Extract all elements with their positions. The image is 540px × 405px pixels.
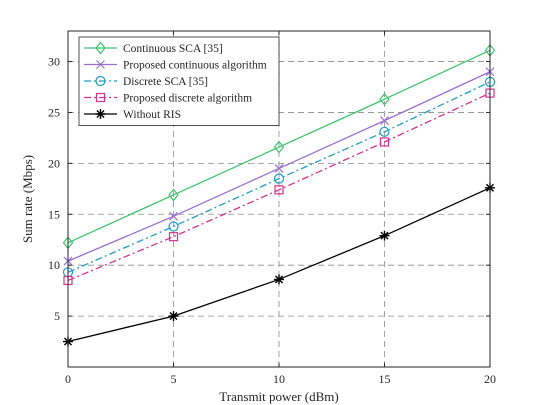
y-tick-label: 20: [48, 156, 60, 170]
legend-label: Continuous SCA [35]: [123, 43, 223, 55]
legend-label: Proposed discrete algorithm: [123, 93, 252, 105]
data-point: [274, 164, 284, 173]
series-3: [63, 88, 495, 286]
series-line: [67, 81, 491, 273]
data-point: [169, 211, 178, 221]
legend-label: Proposed continuous algorithm: [123, 60, 267, 72]
data-point: [379, 126, 390, 137]
x-tick-label: 0: [65, 372, 71, 386]
legend-marker: [96, 60, 105, 69]
data-point: [168, 188, 179, 202]
data-point: [273, 173, 285, 184]
y-tick-label: 10: [48, 258, 60, 272]
x-tick-label: 20: [484, 372, 496, 386]
legend-entry: Proposed discrete algorithm: [84, 93, 252, 105]
y-tick-label: 5: [54, 309, 60, 323]
series-line: [67, 49, 491, 244]
series-line: [67, 92, 491, 282]
legend-entry: Without RIS: [84, 109, 181, 121]
y-axis-label: Sum rate (Mbps): [20, 155, 35, 243]
legend-box: [78, 36, 280, 126]
y-tick-label: 15: [48, 207, 60, 221]
x-tick-label: 10: [273, 372, 285, 386]
legend-label: Without RIS: [123, 109, 181, 121]
x-tick-label: 5: [171, 372, 177, 386]
legend-entry: Proposed continuous algorithm: [84, 60, 267, 72]
data-point: [168, 311, 179, 322]
data-point: [168, 221, 179, 232]
data-point: [379, 137, 390, 147]
y-tick-label: 30: [48, 55, 60, 69]
data-point: [380, 116, 389, 126]
legend-marker: [95, 41, 106, 55]
data-point: [273, 140, 285, 154]
plot-frame: [67, 30, 491, 368]
y-tick-label: 25: [48, 105, 60, 119]
legend-marker: [95, 75, 106, 87]
legend-entry: Discrete SCA [35]: [84, 75, 208, 88]
x-axis-label: Transmit power (dBm): [219, 389, 338, 404]
data-point: [274, 274, 284, 285]
legend-marker: [95, 109, 106, 119]
axis-ticks: 0 5 10 15 20 5 10 15 20 25 30: [48, 31, 496, 386]
legend-marker: [95, 92, 106, 103]
data-point: [168, 232, 179, 242]
data-point: [274, 185, 284, 195]
data-point: [379, 92, 390, 106]
legend-entry: Continuous SCA [35]: [84, 41, 223, 55]
legend-label: Discrete SCA [35]: [123, 76, 208, 88]
legend: Continuous SCA [35] Proposed continuous a…: [78, 36, 280, 126]
data-point: [379, 230, 390, 241]
x-tick-label: 15: [379, 372, 391, 386]
series-layer: [62, 43, 496, 347]
